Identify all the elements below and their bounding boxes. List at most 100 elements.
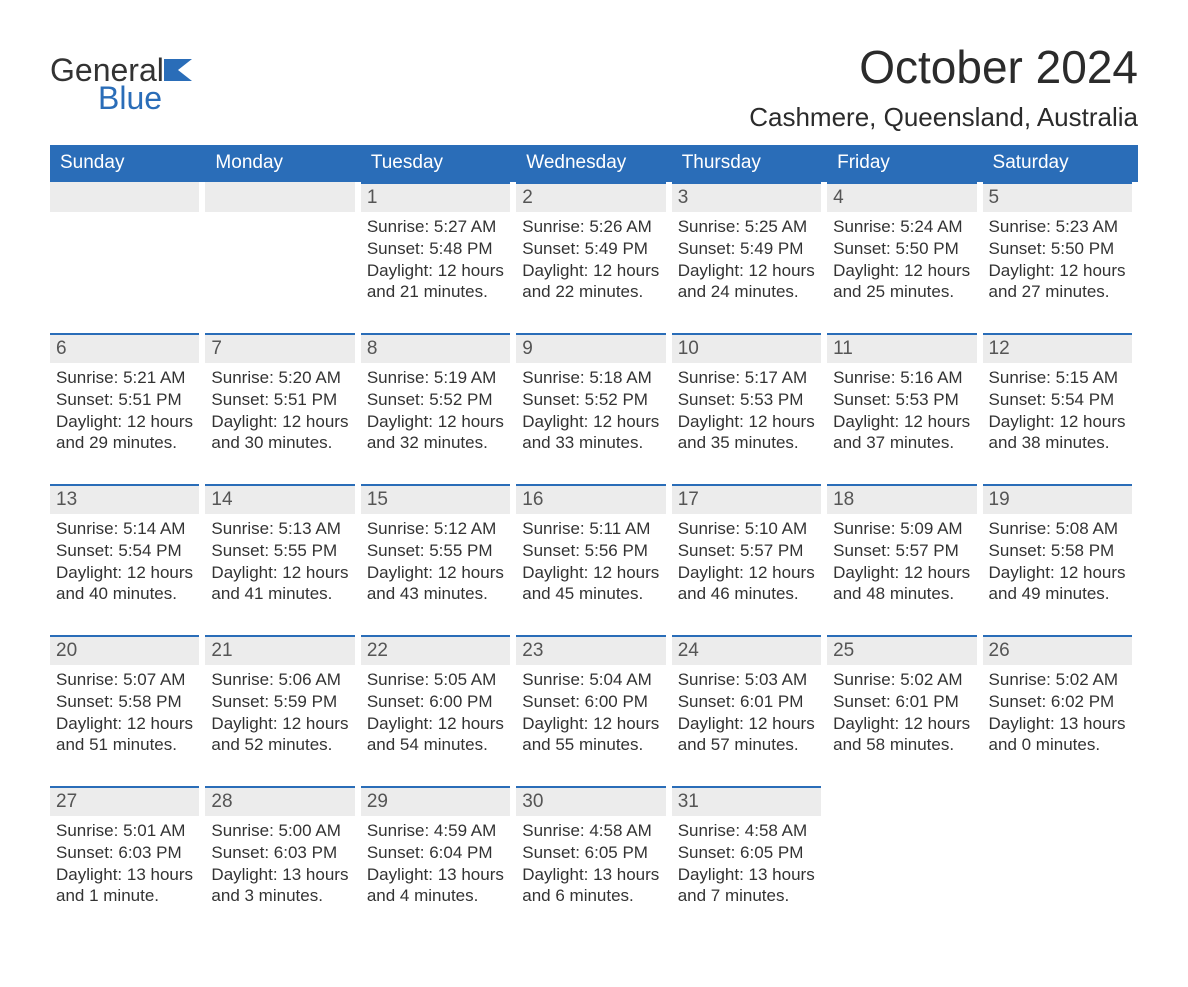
day-sunset: Sunset: 5:49 PM bbox=[522, 238, 659, 260]
day-sunrise: Sunrise: 5:18 AM bbox=[522, 367, 659, 389]
day-cell: 5Sunrise: 5:23 AMSunset: 5:50 PMDaylight… bbox=[983, 182, 1138, 333]
day-body: Sunrise: 5:01 AMSunset: 6:03 PMDaylight:… bbox=[50, 816, 199, 937]
day-number bbox=[827, 786, 976, 816]
brand-logo: General Blue bbox=[50, 40, 198, 114]
dow-friday: Friday bbox=[827, 145, 982, 182]
day-daylight1: Daylight: 12 hours bbox=[56, 562, 193, 584]
day-sunset: Sunset: 5:53 PM bbox=[678, 389, 815, 411]
day-cell: 4Sunrise: 5:24 AMSunset: 5:50 PMDaylight… bbox=[827, 182, 982, 333]
day-body: Sunrise: 5:16 AMSunset: 5:53 PMDaylight:… bbox=[827, 363, 976, 484]
day-number: 15 bbox=[361, 484, 510, 514]
day-sunrise: Sunrise: 5:02 AM bbox=[989, 669, 1126, 691]
day-cell: 20Sunrise: 5:07 AMSunset: 5:58 PMDayligh… bbox=[50, 635, 205, 786]
day-sunset: Sunset: 6:00 PM bbox=[367, 691, 504, 713]
day-body: Sunrise: 5:05 AMSunset: 6:00 PMDaylight:… bbox=[361, 665, 510, 786]
day-daylight1: Daylight: 13 hours bbox=[678, 864, 815, 886]
day-sunrise: Sunrise: 5:00 AM bbox=[211, 820, 348, 842]
day-daylight2: and 46 minutes. bbox=[678, 583, 815, 605]
day-daylight1: Daylight: 12 hours bbox=[678, 713, 815, 735]
location-label: Cashmere, Queensland, Australia bbox=[749, 102, 1138, 133]
day-sunrise: Sunrise: 5:21 AM bbox=[56, 367, 193, 389]
day-daylight1: Daylight: 12 hours bbox=[833, 562, 970, 584]
day-body: Sunrise: 5:26 AMSunset: 5:49 PMDaylight:… bbox=[516, 212, 665, 333]
day-cell: 30Sunrise: 4:58 AMSunset: 6:05 PMDayligh… bbox=[516, 786, 671, 937]
day-daylight2: and 4 minutes. bbox=[367, 885, 504, 907]
day-body: Sunrise: 5:18 AMSunset: 5:52 PMDaylight:… bbox=[516, 363, 665, 484]
day-daylight1: Daylight: 13 hours bbox=[989, 713, 1126, 735]
day-number: 13 bbox=[50, 484, 199, 514]
day-cell: 22Sunrise: 5:05 AMSunset: 6:00 PMDayligh… bbox=[361, 635, 516, 786]
day-cell bbox=[827, 786, 982, 937]
day-cell: 17Sunrise: 5:10 AMSunset: 5:57 PMDayligh… bbox=[672, 484, 827, 635]
day-cell bbox=[50, 182, 205, 333]
day-daylight1: Daylight: 12 hours bbox=[989, 260, 1126, 282]
week-row: 13Sunrise: 5:14 AMSunset: 5:54 PMDayligh… bbox=[50, 484, 1138, 635]
dow-thursday: Thursday bbox=[672, 145, 827, 182]
day-sunset: Sunset: 5:48 PM bbox=[367, 238, 504, 260]
day-body: Sunrise: 4:58 AMSunset: 6:05 PMDaylight:… bbox=[516, 816, 665, 937]
day-daylight2: and 24 minutes. bbox=[678, 281, 815, 303]
day-number: 4 bbox=[827, 182, 976, 212]
day-cell: 31Sunrise: 4:58 AMSunset: 6:05 PMDayligh… bbox=[672, 786, 827, 937]
day-number: 2 bbox=[516, 182, 665, 212]
day-body: Sunrise: 5:11 AMSunset: 5:56 PMDaylight:… bbox=[516, 514, 665, 635]
day-cell: 23Sunrise: 5:04 AMSunset: 6:00 PMDayligh… bbox=[516, 635, 671, 786]
day-sunrise: Sunrise: 5:25 AM bbox=[678, 216, 815, 238]
day-sunrise: Sunrise: 5:24 AM bbox=[833, 216, 970, 238]
day-body bbox=[50, 212, 199, 316]
day-sunset: Sunset: 5:52 PM bbox=[522, 389, 659, 411]
day-body: Sunrise: 5:09 AMSunset: 5:57 PMDaylight:… bbox=[827, 514, 976, 635]
day-body: Sunrise: 4:58 AMSunset: 6:05 PMDaylight:… bbox=[672, 816, 821, 937]
day-daylight1: Daylight: 12 hours bbox=[833, 260, 970, 282]
day-sunrise: Sunrise: 5:20 AM bbox=[211, 367, 348, 389]
day-cell: 6Sunrise: 5:21 AMSunset: 5:51 PMDaylight… bbox=[50, 333, 205, 484]
day-body: Sunrise: 5:21 AMSunset: 5:51 PMDaylight:… bbox=[50, 363, 199, 484]
day-cell: 29Sunrise: 4:59 AMSunset: 6:04 PMDayligh… bbox=[361, 786, 516, 937]
day-number: 11 bbox=[827, 333, 976, 363]
day-daylight2: and 54 minutes. bbox=[367, 734, 504, 756]
day-daylight2: and 51 minutes. bbox=[56, 734, 193, 756]
day-cell: 26Sunrise: 5:02 AMSunset: 6:02 PMDayligh… bbox=[983, 635, 1138, 786]
day-cell bbox=[205, 182, 360, 333]
day-sunrise: Sunrise: 5:05 AM bbox=[367, 669, 504, 691]
day-number: 5 bbox=[983, 182, 1132, 212]
day-cell: 24Sunrise: 5:03 AMSunset: 6:01 PMDayligh… bbox=[672, 635, 827, 786]
day-sunset: Sunset: 6:00 PM bbox=[522, 691, 659, 713]
day-body: Sunrise: 5:02 AMSunset: 6:02 PMDaylight:… bbox=[983, 665, 1132, 786]
day-daylight1: Daylight: 12 hours bbox=[367, 562, 504, 584]
day-daylight2: and 22 minutes. bbox=[522, 281, 659, 303]
day-number: 24 bbox=[672, 635, 821, 665]
day-sunrise: Sunrise: 5:17 AM bbox=[678, 367, 815, 389]
page-header: General Blue October 2024 Cashmere, Quee… bbox=[50, 40, 1138, 133]
day-sunrise: Sunrise: 5:13 AM bbox=[211, 518, 348, 540]
day-number bbox=[983, 786, 1132, 816]
day-daylight1: Daylight: 13 hours bbox=[56, 864, 193, 886]
day-body: Sunrise: 5:00 AMSunset: 6:03 PMDaylight:… bbox=[205, 816, 354, 937]
day-daylight2: and 49 minutes. bbox=[989, 583, 1126, 605]
brand-text: General Blue bbox=[50, 54, 198, 114]
day-cell: 18Sunrise: 5:09 AMSunset: 5:57 PMDayligh… bbox=[827, 484, 982, 635]
day-daylight2: and 40 minutes. bbox=[56, 583, 193, 605]
day-cell: 16Sunrise: 5:11 AMSunset: 5:56 PMDayligh… bbox=[516, 484, 671, 635]
day-sunset: Sunset: 5:49 PM bbox=[678, 238, 815, 260]
flag-icon bbox=[164, 54, 198, 86]
day-sunrise: Sunrise: 5:04 AM bbox=[522, 669, 659, 691]
day-daylight1: Daylight: 12 hours bbox=[678, 411, 815, 433]
day-number: 23 bbox=[516, 635, 665, 665]
day-sunrise: Sunrise: 5:03 AM bbox=[678, 669, 815, 691]
day-body: Sunrise: 5:02 AMSunset: 6:01 PMDaylight:… bbox=[827, 665, 976, 786]
day-sunset: Sunset: 6:04 PM bbox=[367, 842, 504, 864]
dow-saturday: Saturday bbox=[983, 145, 1138, 182]
day-daylight1: Daylight: 12 hours bbox=[56, 411, 193, 433]
day-daylight2: and 25 minutes. bbox=[833, 281, 970, 303]
day-cell: 3Sunrise: 5:25 AMSunset: 5:49 PMDaylight… bbox=[672, 182, 827, 333]
day-daylight2: and 38 minutes. bbox=[989, 432, 1126, 454]
day-number: 16 bbox=[516, 484, 665, 514]
day-daylight2: and 33 minutes. bbox=[522, 432, 659, 454]
day-sunrise: Sunrise: 5:01 AM bbox=[56, 820, 193, 842]
day-body: Sunrise: 5:07 AMSunset: 5:58 PMDaylight:… bbox=[50, 665, 199, 786]
day-daylight1: Daylight: 13 hours bbox=[367, 864, 504, 886]
day-sunset: Sunset: 5:54 PM bbox=[989, 389, 1126, 411]
day-of-week-header: Sunday Monday Tuesday Wednesday Thursday… bbox=[50, 145, 1138, 182]
day-cell: 11Sunrise: 5:16 AMSunset: 5:53 PMDayligh… bbox=[827, 333, 982, 484]
